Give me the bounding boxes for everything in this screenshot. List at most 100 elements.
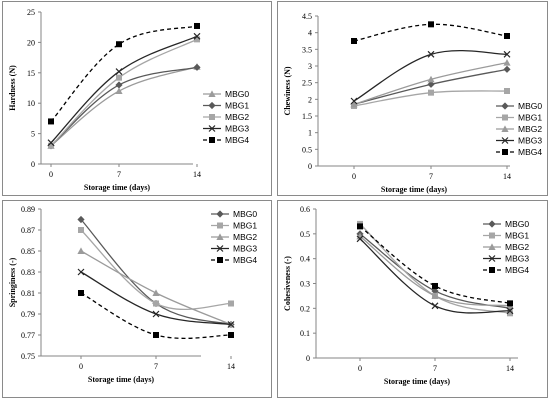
series-mbg3	[77, 268, 235, 328]
legend-item-mbg1: MBG1	[496, 113, 542, 123]
series-line	[80, 271, 232, 326]
data-point	[507, 310, 513, 317]
y-tick-label: 4.5	[302, 12, 312, 21]
legend-marker	[501, 125, 509, 132]
y-tick-label: 4	[308, 29, 312, 38]
legend-label: MBG0	[505, 219, 529, 229]
legend-label: MBG1	[518, 113, 542, 123]
legend-item-mbg2: MBG2	[483, 242, 529, 252]
legend-marker	[209, 137, 215, 143]
y-tick-label: 0.1	[300, 329, 310, 338]
y-tick-label: 0.79	[21, 310, 35, 319]
legend-marker	[488, 255, 496, 262]
data-point	[506, 307, 514, 315]
series-line	[359, 238, 511, 314]
x-tick-label: 14	[506, 364, 514, 373]
legend-marker	[217, 257, 223, 263]
series-mbg4	[351, 21, 510, 44]
data-point	[228, 332, 234, 338]
legend-marker	[501, 102, 509, 110]
legend-marker	[208, 90, 216, 97]
data-point	[77, 215, 85, 224]
legend-label: MBG3	[233, 244, 257, 254]
x-tick-label: 7	[154, 362, 158, 371]
data-point	[194, 22, 200, 29]
legend-item-mbg3: MBG3	[203, 124, 249, 134]
legend-label: MBG1	[225, 101, 249, 111]
legend-marker	[208, 101, 216, 110]
x-tick-label: 0	[358, 364, 362, 373]
data-point	[47, 139, 55, 147]
series-mbg3	[350, 49, 511, 105]
y-tick-label: 0.4	[300, 255, 310, 264]
data-point	[77, 268, 85, 276]
legend-marker	[488, 243, 496, 250]
legend-marker	[216, 233, 224, 240]
y-tick-label: 0.81	[21, 289, 35, 298]
chart-svg: 0 0.5 1 1.5 2 2.5 3 3.5 4 4.5 0 7 14 Storage time (da…	[283, 12, 542, 194]
legend-item-mbg1: MBG1	[483, 231, 529, 241]
series-line	[80, 219, 232, 326]
x-tick-label: 0	[49, 170, 53, 179]
legend-item-mbg4: MBG4	[211, 255, 257, 265]
legend-label: MBG4	[225, 135, 249, 145]
y-axis-title: Springiness (-)	[8, 257, 17, 307]
y-tick-label: 1	[308, 129, 312, 138]
series-line	[50, 25, 198, 122]
series-line	[80, 229, 232, 311]
legend-label: MBG2	[233, 232, 257, 242]
chart-svg: 0 5 10 15 20 25 0 7 14 Storage time (days) Hardnes…	[8, 8, 249, 192]
legend-marker	[216, 245, 224, 252]
series-line	[50, 66, 198, 147]
data-point	[153, 332, 159, 338]
data-point	[78, 227, 84, 233]
series-mbg0	[77, 215, 235, 329]
legend-item-mbg1: MBG1	[203, 101, 249, 111]
y-axis-title: Chewiness (N)	[283, 66, 292, 115]
x-tick-label: 0	[352, 172, 356, 181]
series-mbg3	[47, 32, 201, 147]
y-axis-title: Cohesiveness (-)	[283, 256, 292, 311]
y-tick-label: 2	[308, 95, 312, 104]
x-tick-label: 14	[193, 170, 201, 179]
y-tick-label: 0	[31, 160, 35, 169]
data-point	[116, 41, 122, 48]
x-tick-label: 14	[503, 172, 511, 181]
legend-label: MBG0	[233, 209, 257, 219]
data-point	[350, 97, 358, 105]
y-tick-label: 0.2	[300, 304, 310, 313]
series-mbg4	[357, 223, 513, 307]
y-tick-label: 0.5	[300, 230, 310, 239]
legend-label: MBG2	[518, 124, 542, 134]
y-tick-label: 0.85	[21, 247, 35, 256]
data-point	[228, 300, 234, 307]
legend-item-mbg2: MBG2	[203, 112, 249, 122]
data-point	[507, 300, 513, 307]
series-mbg4	[78, 290, 234, 340]
y-tick-label: 5	[31, 130, 35, 139]
legend-item-mbg0: MBG0	[496, 101, 542, 111]
data-point	[48, 142, 54, 149]
data-point	[428, 21, 434, 28]
data-point	[427, 50, 435, 58]
data-point	[428, 89, 434, 96]
y-tick-label: 0.89	[21, 205, 35, 214]
legend-item-mbg2: MBG2	[496, 124, 542, 134]
data-point	[116, 74, 122, 81]
y-tick-label: 1.5	[302, 112, 312, 121]
cohesiveness-chart-panel: 0 0.1 0.2 0.3 0.4 0.5 0.6 0 7 14 Storage time (day…	[277, 200, 548, 398]
legend-item-mbg0: MBG0	[483, 219, 529, 229]
y-tick-label: 10	[27, 99, 35, 108]
legend-item-mbg1: MBG1	[211, 221, 257, 231]
series-mbg1	[78, 227, 234, 311]
y-tick-label: 3.5	[302, 45, 312, 54]
legend-label: MBG3	[505, 254, 529, 264]
data-point	[504, 33, 510, 39]
legend-item-mbg4: MBG4	[483, 265, 529, 275]
data-point	[504, 88, 510, 94]
data-point	[152, 289, 160, 296]
data-point	[77, 247, 85, 254]
series-mbg1	[47, 63, 201, 150]
chart-svg: 0.75 0.77 0.79 0.81 0.83 0.85 0.87 0.89 0 7 14 Stor…	[8, 205, 257, 384]
y-tick-label: 0.77	[21, 331, 35, 340]
